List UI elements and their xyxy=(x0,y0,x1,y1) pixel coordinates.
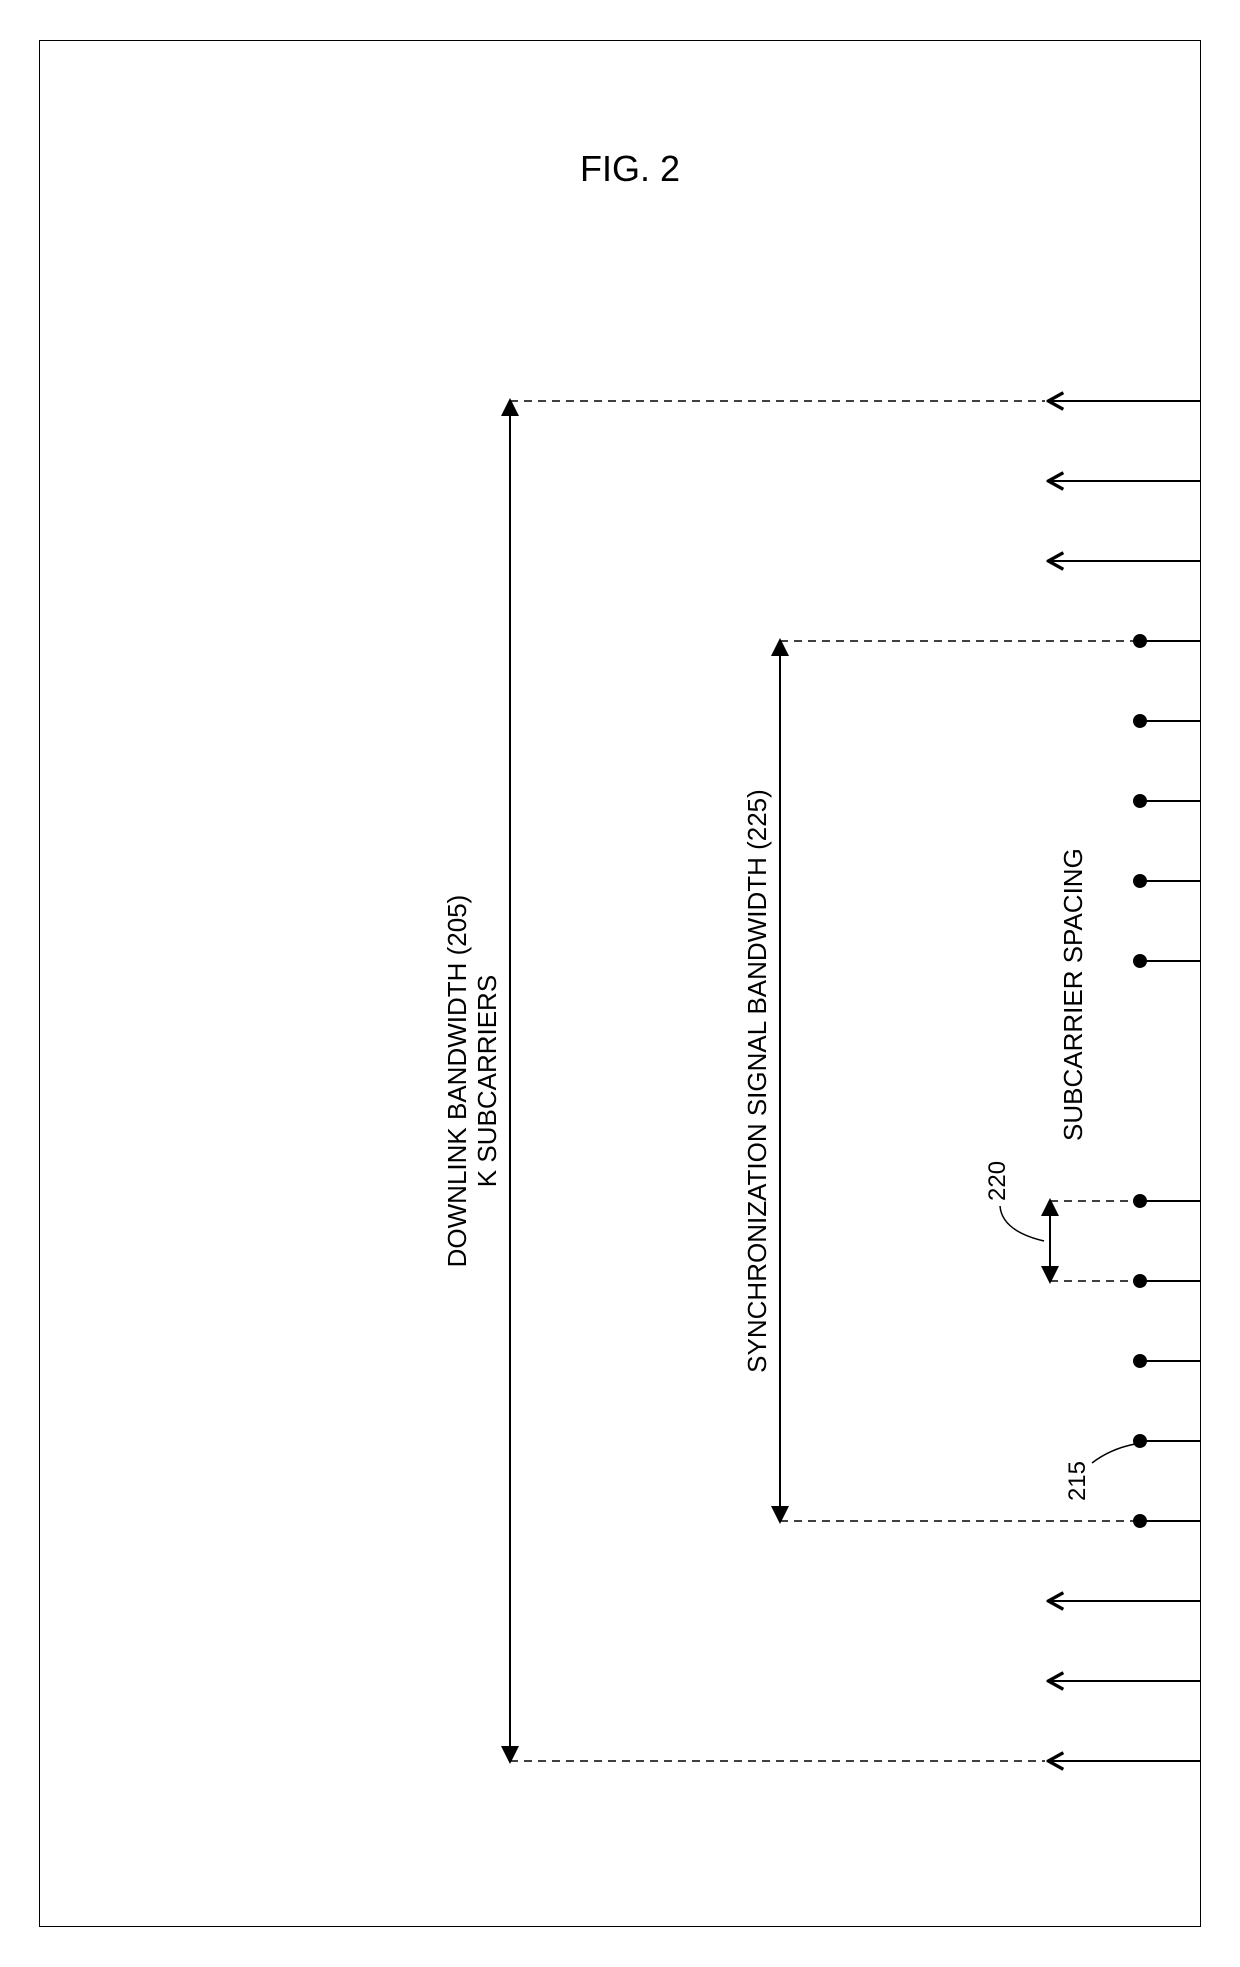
subcarrier-dot xyxy=(1133,714,1147,728)
ref-220: 220 xyxy=(984,1161,1011,1201)
diagram-svg: FIG. 2 f...d(0)d(1)d(2)d(3)d(4)d(N-5)d(N… xyxy=(40,41,1200,1926)
subcarrier-dot xyxy=(1133,634,1147,648)
ref-220-leader xyxy=(1000,1206,1044,1241)
diagram-rotated-group: f...d(0)d(1)d(2)d(3)d(4)d(N-5)d(N-4)d(N-… xyxy=(442,123,1200,1841)
subcarrier-dot xyxy=(1133,1514,1147,1528)
downlink-label-2: K SUBCARRIERS xyxy=(472,975,502,1187)
subcarrier-dot xyxy=(1133,1434,1147,1448)
ref-215: 215 xyxy=(1064,1461,1091,1501)
subcarrier-dot xyxy=(1133,874,1147,888)
figure-title: FIG. 2 xyxy=(580,148,680,189)
subcarrier-dot xyxy=(1133,954,1147,968)
subcarrier-dot xyxy=(1133,794,1147,808)
sync-bw-label: SYNCHRONIZATION SIGNAL BANDWIDTH (225) xyxy=(742,789,772,1373)
subcarrier-spacing-label: SUBCARRIER SPACING xyxy=(1058,848,1088,1141)
ref-215-leader xyxy=(1092,1444,1135,1463)
subcarrier-dot xyxy=(1133,1354,1147,1368)
figure-container: FIG. 2 f...d(0)d(1)d(2)d(3)d(4)d(N-5)d(N… xyxy=(39,40,1201,1927)
downlink-label-1: DOWNLINK BANDWIDTH (205) xyxy=(442,895,472,1268)
